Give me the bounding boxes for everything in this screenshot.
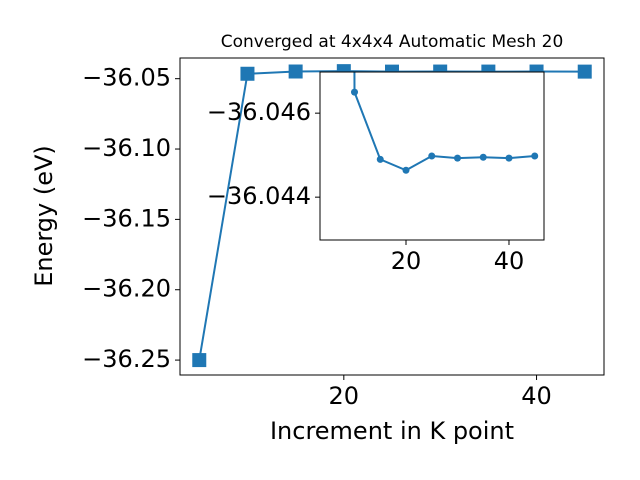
- y-tick-label: −36.044: [207, 182, 311, 210]
- data-point: [402, 166, 410, 174]
- y-tick-label: −36.046: [207, 98, 311, 126]
- data-point: [376, 155, 384, 163]
- plot-area: [351, 72, 539, 174]
- x-axis-label: Increment in K point: [270, 417, 514, 445]
- data-point: [577, 64, 592, 79]
- y-tick-label: −36.20: [82, 275, 171, 303]
- data-point: [288, 64, 303, 79]
- y-tick-label: −36.15: [82, 204, 171, 232]
- y-tick-label: −36.05: [82, 64, 171, 92]
- chart-title: Converged at 4x4x4 Automatic Mesh 20: [221, 32, 564, 52]
- data-point: [453, 154, 461, 162]
- data-point: [351, 88, 359, 96]
- data-point: [505, 154, 513, 162]
- axes-frame: [179, 57, 605, 376]
- x-tick-label: 20: [391, 247, 422, 275]
- y-tick-label: −36.25: [82, 345, 171, 373]
- axes-frame: [319, 71, 545, 241]
- data-point: [192, 353, 207, 368]
- data-point: [531, 152, 539, 160]
- x-tick-label: 40: [521, 382, 552, 410]
- x-tick-label: 20: [329, 382, 360, 410]
- y-tick-label: −36.10: [82, 134, 171, 162]
- x-tick-label: 40: [494, 247, 525, 275]
- data-point: [428, 152, 436, 160]
- data-point: [479, 153, 487, 161]
- data-point: [240, 66, 255, 81]
- y-axis-label: Energy (eV): [30, 145, 58, 287]
